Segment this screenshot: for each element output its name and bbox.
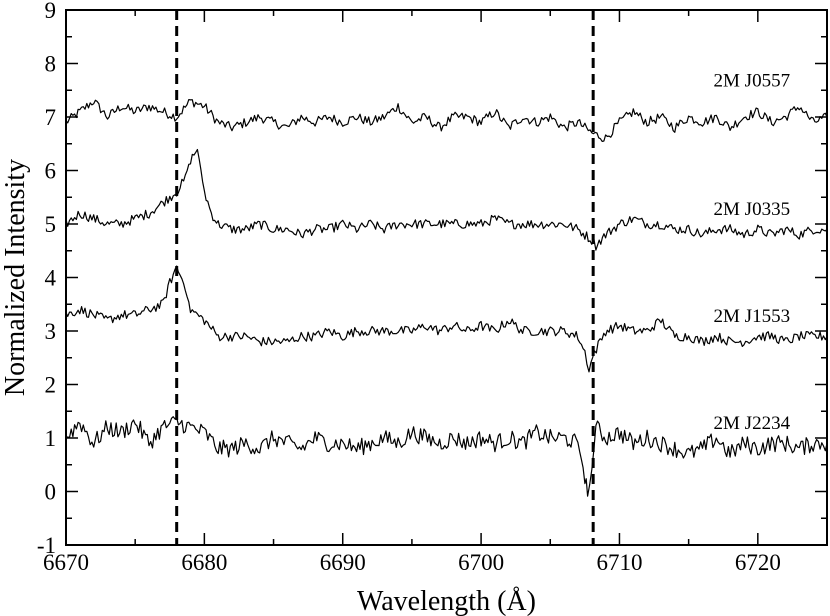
x-tick-label: 6670 [43,550,89,575]
y-axis-title: Normalized Intensity [0,159,31,396]
x-tick-label: 6680 [181,550,227,575]
x-axis-ticks: 6670 6680 6690 6700 6710 6720 [43,10,781,575]
series-label: 2M J0557 [714,71,791,92]
y-tick-label: 3 [45,319,57,344]
series-labels: 2M J0557 2M J0335 2M J1553 2M J2234 [714,71,791,434]
y-tick-label: 9 [45,0,57,23]
x-tick-label: 6700 [458,550,504,575]
series-label: 2M J2234 [714,413,791,434]
reference-lines [175,10,595,545]
x-tick-label: 6720 [735,550,781,575]
y-tick-label: 2 [45,373,57,398]
series-label: 2M J0335 [714,199,791,220]
x-axis-title: Wavelength (Å) [357,586,536,616]
y-tick-label: 1 [45,426,57,451]
x-tick-label: 6690 [320,550,366,575]
y-axis-ticks: -1 0 1 2 3 4 5 6 7 8 9 [37,0,827,558]
x-tick-label: 6710 [596,550,642,575]
y-tick-label: 8 [45,52,57,77]
y-tick-label: 7 [45,105,57,130]
y-tick-label: 6 [45,159,57,184]
series-line [65,148,828,251]
series-line [65,99,828,142]
series-layer [65,99,828,497]
y-tick-label: 0 [45,480,57,505]
series-line [65,416,828,497]
y-tick-label: 5 [45,212,57,237]
y-tick-label: -1 [37,533,56,558]
y-tick-label: 4 [45,266,57,291]
series-label: 2M J1553 [714,306,791,327]
series-line [65,265,828,373]
